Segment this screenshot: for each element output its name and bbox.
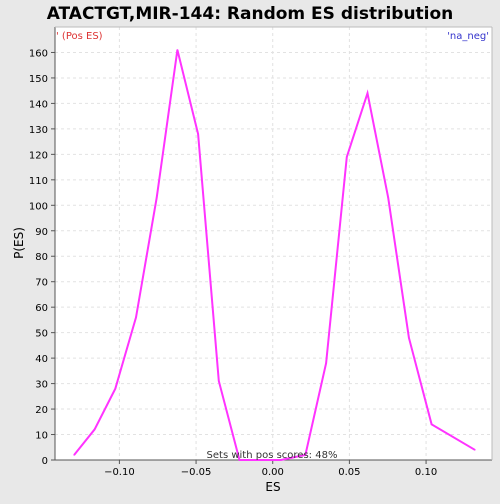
y-tick-label: 90	[35, 227, 48, 238]
data-point	[155, 196, 158, 199]
y-tick-label: 40	[35, 354, 48, 365]
x-tick-label: −0.05	[181, 467, 212, 478]
y-tick-label: 80	[35, 252, 48, 263]
y-tick-label: 50	[35, 329, 48, 340]
data-point	[238, 459, 241, 461]
x-tick-label: 0.10	[415, 467, 437, 478]
x-axis-label: ES	[265, 480, 280, 494]
data-point	[345, 156, 348, 158]
y-tick-label: 100	[29, 201, 48, 212]
x-tick-label: 0.00	[262, 467, 284, 478]
y-axis-label: P(ES)	[12, 227, 26, 259]
y-tick-label: 20	[35, 405, 48, 416]
pos-es-legend: ' (Pos ES)	[56, 31, 103, 42]
data-point	[280, 459, 282, 461]
pos-score-footer: Sets with pos scores: 48%	[207, 450, 338, 461]
data-point	[73, 454, 75, 456]
y-tick-label: 160	[29, 48, 48, 59]
y-tick-label: 140	[29, 99, 48, 110]
data-point	[93, 428, 96, 431]
data-point	[114, 387, 117, 390]
y-tick-label: 30	[35, 380, 48, 391]
data-point	[217, 380, 220, 382]
data-point	[430, 423, 433, 426]
y-tick-label: 60	[35, 303, 48, 314]
data-point	[325, 362, 327, 365]
y-tick-label: 0	[42, 456, 48, 467]
y-tick-label: 10	[35, 431, 48, 442]
plot-area: 0 10 20 30 40 50 60 70 80 90 100 110 120 130 140 150 160…	[29, 26, 493, 478]
data-point	[474, 449, 476, 451]
data-point	[387, 196, 389, 199]
data-point	[304, 454, 307, 456]
y-tick-label: 120	[29, 150, 48, 161]
y-tick-label: 130	[29, 125, 48, 136]
y-tick-label: 110	[29, 176, 48, 187]
y-tick-label: 150	[29, 74, 48, 85]
x-tick-label: −0.10	[104, 467, 135, 478]
plot-background	[55, 27, 492, 460]
x-tick-label: 0.05	[338, 467, 360, 478]
data-point	[135, 316, 137, 319]
chart-title: ATACTGT,MIR-144: Random ES distribution	[47, 4, 454, 24]
na-neg-legend: 'na_neg'	[447, 31, 489, 42]
data-point	[197, 133, 199, 135]
data-point	[259, 459, 261, 461]
data-point	[408, 336, 410, 339]
y-tick-label: 70	[35, 278, 48, 289]
data-point	[176, 49, 179, 51]
data-point	[366, 92, 369, 95]
